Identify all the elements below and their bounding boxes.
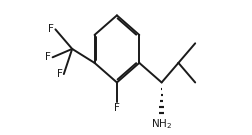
Text: F: F: [45, 52, 51, 62]
Text: F: F: [48, 24, 54, 34]
Text: NH$_2$: NH$_2$: [151, 117, 172, 131]
Text: F: F: [114, 103, 120, 113]
Text: F: F: [56, 69, 62, 79]
